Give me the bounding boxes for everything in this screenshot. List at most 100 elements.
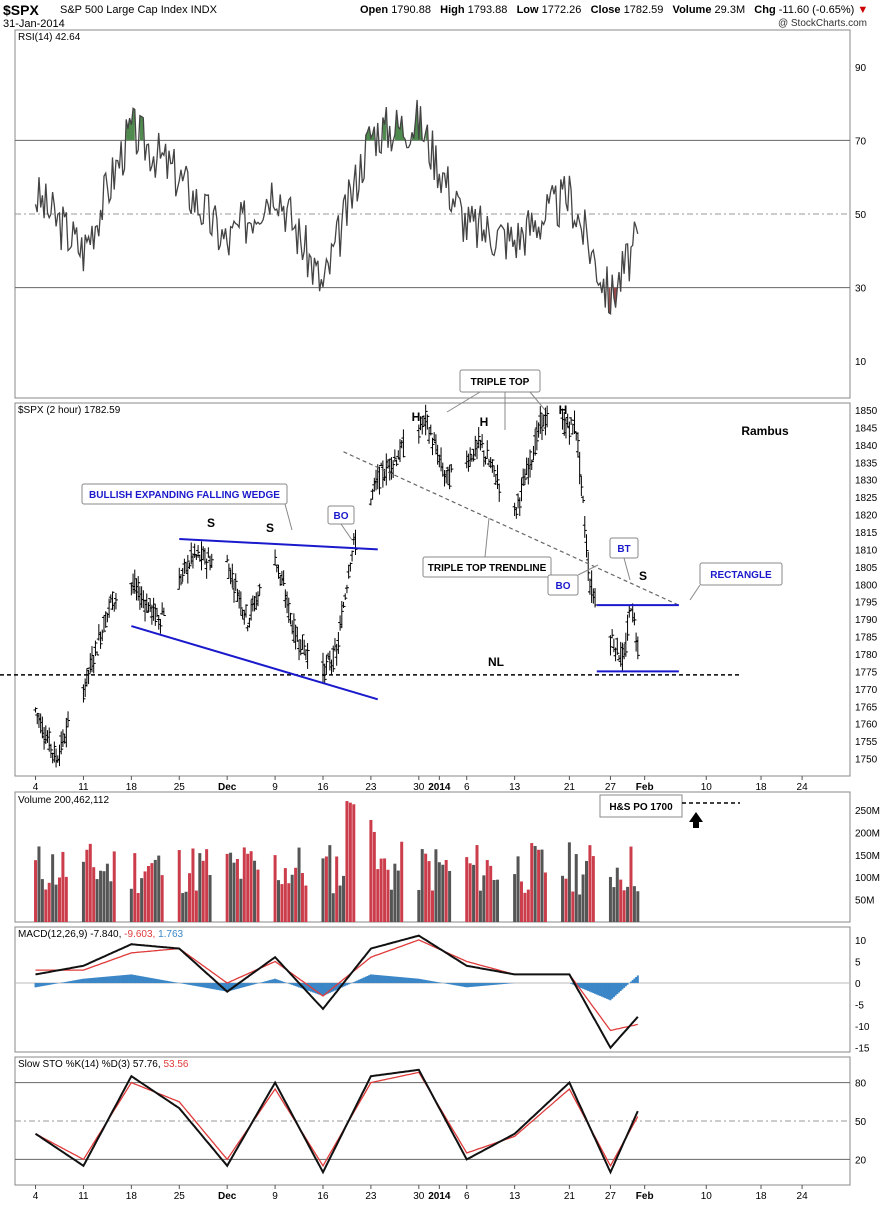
neckline-label: NL: [488, 655, 504, 669]
macd-hist-bar: [368, 975, 370, 983]
price-ytick-label: 1800: [855, 580, 878, 591]
macd-hist-bar: [209, 983, 211, 989]
macd-hist-bar: [40, 983, 42, 986]
macd-hist-bar: [490, 983, 492, 985]
macd-hist-bar: [202, 983, 204, 987]
volume-bar: [133, 853, 136, 922]
macd-hist-bar: [41, 983, 43, 986]
volume-bar: [157, 856, 160, 922]
volume-bar: [369, 820, 372, 922]
macd-hist-bar: [163, 980, 165, 983]
macd-hist-bar: [240, 983, 242, 988]
macd-hist-bar: [187, 983, 189, 985]
macd-hist-bar: [426, 980, 428, 983]
volume-bar: [431, 890, 434, 922]
macd-hist-bar: [360, 979, 362, 983]
macd-hist-bar: [108, 976, 110, 983]
volume-bar: [109, 881, 112, 922]
volume-bar: [51, 854, 54, 922]
x-tick-label: 16: [317, 782, 329, 793]
volume-bar: [229, 853, 232, 922]
macd-hist-bar: [606, 983, 608, 999]
volume-bar: [188, 873, 191, 922]
author-label: Rambus: [741, 424, 789, 438]
macd-hist-bar: [151, 978, 153, 983]
macd-hist-bar: [125, 975, 127, 983]
macd-hist-bar: [254, 983, 256, 984]
volume-bar: [191, 848, 194, 922]
macd-hist-bar: [455, 983, 457, 985]
rectangle-label: RECTANGLE: [710, 570, 772, 581]
volume-bar: [342, 876, 345, 922]
macd-hist-bar: [295, 983, 297, 986]
volume-bar: [445, 860, 448, 922]
macd-hist-bar: [134, 975, 136, 983]
volume-bar: [575, 854, 578, 922]
macd-hist-bar: [204, 983, 206, 988]
macd-hist-bar: [418, 979, 420, 983]
macd-hist-bar: [402, 977, 404, 983]
rsi-ytick-label: 50: [855, 210, 867, 221]
macd-hist-bar: [438, 982, 440, 983]
volume-bar: [527, 890, 530, 922]
macd-hist-bar: [502, 983, 504, 984]
volume-bar: [530, 843, 533, 922]
macd-hist-bar: [185, 983, 187, 984]
volume-bar: [541, 850, 544, 922]
macd-hist-bar: [120, 975, 122, 983]
volume-bar: [571, 892, 574, 922]
volume-bar: [209, 875, 212, 922]
macd-hist-bar: [471, 983, 473, 987]
macd-hist-bar: [507, 983, 509, 984]
volume-bar: [479, 891, 482, 922]
x-tick-label: 4: [33, 782, 39, 793]
macd-hist-bar: [69, 981, 71, 983]
x-tick-label: 27: [605, 782, 617, 793]
volume-bar: [181, 893, 184, 922]
x-tick-label: 24: [797, 782, 809, 793]
macd-hist-bar: [156, 979, 158, 983]
macd-hist-bar: [491, 983, 493, 985]
price-ytick-label: 1760: [855, 720, 878, 731]
volume-bar: [383, 858, 386, 922]
macd-hist-bar: [271, 980, 273, 983]
volume-bar: [34, 860, 37, 922]
macd-hist-bar: [195, 983, 197, 986]
triple-top-trendline-label: TRIPLE TOP TRENDLINE: [428, 563, 547, 574]
x-tick-label: 21: [564, 1191, 576, 1200]
price-ytick-label: 1785: [855, 633, 878, 644]
macd-hist-bar: [276, 979, 278, 983]
x-tick-label: 18: [755, 782, 767, 793]
macd-hist-bar: [161, 980, 163, 983]
volume-bar: [496, 880, 499, 922]
macd-hist-bar: [616, 983, 618, 994]
macd-hist-bar: [115, 976, 117, 983]
volume-bar: [96, 879, 99, 922]
macd-hist-bar: [449, 983, 451, 984]
volume-bar: [280, 884, 283, 922]
macd-ytick-label: 0: [855, 979, 861, 990]
macd-hist-bar: [272, 979, 274, 983]
macd-hist-bar: [358, 980, 360, 983]
macd-hist-bar: [110, 976, 112, 983]
macd-hist-bar: [74, 980, 76, 983]
volume-bar: [421, 849, 424, 922]
macd-hist-bar: [93, 978, 95, 983]
macd-hist-bar: [139, 976, 141, 983]
macd-hist-bar: [630, 982, 632, 983]
price-ytick-label: 1825: [855, 493, 878, 504]
macd-hist-bar: [206, 983, 208, 988]
volume-value: 29.3M: [715, 4, 746, 16]
macd-hist-bar: [399, 977, 401, 983]
macd-hist-bar: [409, 978, 411, 983]
volume-bar: [65, 877, 68, 922]
macd-hist-bar: [597, 983, 599, 995]
macd-hist-bar: [194, 983, 196, 986]
macd-hist-bar: [479, 983, 481, 986]
macd-hist-bar: [608, 983, 610, 1000]
x-tick-label: 30: [413, 782, 425, 793]
macd-hist-bar: [585, 983, 587, 990]
high-label: High: [440, 4, 464, 16]
volume-bar: [140, 878, 143, 922]
macd-hist-bar: [175, 982, 177, 983]
